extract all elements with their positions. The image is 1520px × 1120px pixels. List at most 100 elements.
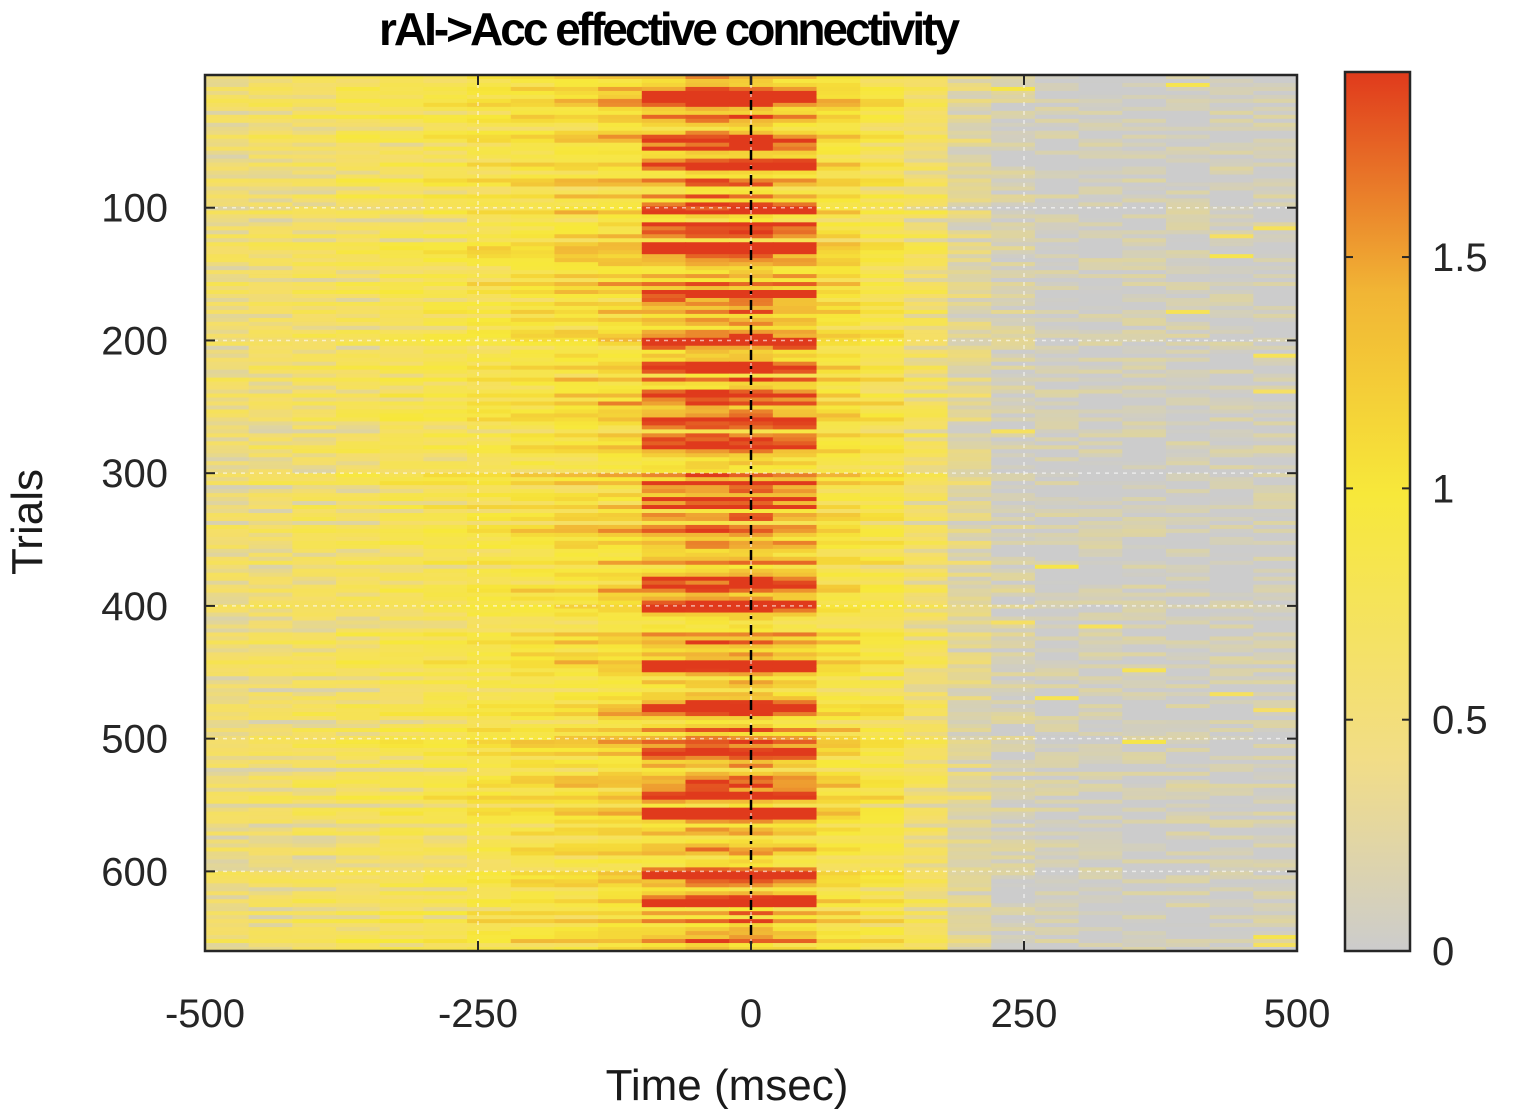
heatmap-cell xyxy=(292,118,337,124)
heatmap-cell xyxy=(336,644,381,649)
heatmap-cell xyxy=(598,437,643,442)
heatmap-cell xyxy=(1253,222,1297,227)
heatmap-cell xyxy=(685,82,730,88)
heatmap-cell xyxy=(860,560,905,566)
heatmap-cell xyxy=(816,441,861,446)
heatmap-cell xyxy=(641,608,687,614)
heatmap-cell xyxy=(1209,612,1254,618)
heatmap-cell xyxy=(772,779,818,785)
heatmap-cell xyxy=(205,501,250,506)
heatmap-cell xyxy=(248,222,293,227)
heatmap-cell xyxy=(991,393,1036,399)
heatmap-cell xyxy=(379,286,424,291)
heatmap-cell xyxy=(510,580,556,586)
heatmap-cell xyxy=(1078,712,1123,717)
heatmap-cell xyxy=(685,238,730,243)
heatmap-cell xyxy=(205,337,250,343)
heatmap-cell xyxy=(641,313,687,319)
heatmap-cell xyxy=(685,779,730,785)
heatmap-cell xyxy=(292,421,337,426)
heatmap-cell xyxy=(510,815,556,821)
heatmap-cell xyxy=(903,234,949,239)
heatmap-cell xyxy=(1253,548,1297,554)
heatmap-cell xyxy=(641,230,687,235)
heatmap-cell xyxy=(292,86,337,92)
heatmap-cell xyxy=(1122,680,1167,685)
heatmap-cell xyxy=(205,560,250,566)
heatmap-cell xyxy=(860,150,905,156)
heatmap-cell xyxy=(1122,98,1167,104)
heatmap-cell xyxy=(816,274,861,279)
heatmap-cell xyxy=(685,612,730,618)
heatmap-cell xyxy=(205,660,250,665)
heatmap-cell xyxy=(991,337,1036,343)
heatmap-cell xyxy=(991,170,1036,176)
heatmap-cell xyxy=(1122,815,1167,821)
heatmap-cell xyxy=(1122,246,1167,251)
heatmap-cell xyxy=(947,596,992,602)
heatmap-cell xyxy=(1209,397,1254,403)
heatmap-cell xyxy=(1165,664,1211,669)
heatmap-cell xyxy=(685,94,730,100)
heatmap-cell xyxy=(1209,493,1254,498)
heatmap-cell xyxy=(685,222,730,227)
heatmap-cell xyxy=(772,724,818,729)
heatmap-cell xyxy=(292,286,337,291)
heatmap-cell xyxy=(772,238,818,243)
heatmap-cell xyxy=(248,588,293,594)
heatmap-cell xyxy=(816,305,861,311)
heatmap-cell xyxy=(467,429,512,434)
heatmap-cell xyxy=(1209,513,1254,518)
heatmap-cell xyxy=(1034,170,1080,176)
heatmap-cell xyxy=(903,728,949,733)
heatmap-cell xyxy=(379,309,424,315)
heatmap-cell xyxy=(772,656,818,661)
heatmap-cell xyxy=(641,700,687,705)
heatmap-cell xyxy=(1165,751,1211,757)
heatmap-cell xyxy=(1253,174,1297,180)
heatmap-cell xyxy=(336,759,381,765)
heatmap-cell xyxy=(772,759,818,765)
heatmap-cell xyxy=(336,489,381,494)
heatmap-cell xyxy=(554,425,599,430)
heatmap-cell xyxy=(554,811,599,817)
heatmap-cell xyxy=(685,668,730,673)
heatmap-cell xyxy=(467,620,512,626)
heatmap-cell xyxy=(860,847,905,853)
heatmap-cell xyxy=(1165,509,1211,514)
heatmap-cell xyxy=(1209,620,1254,626)
heatmap-cell xyxy=(860,548,905,554)
heatmap-cell xyxy=(205,262,250,267)
heatmap-cell xyxy=(1209,266,1254,271)
heatmap-cell xyxy=(1078,337,1123,343)
heatmap-cell xyxy=(248,751,293,757)
heatmap-cell xyxy=(467,369,512,375)
heatmap-cell xyxy=(860,867,905,872)
heatmap-cell xyxy=(1253,759,1297,765)
heatmap-cell xyxy=(423,827,468,833)
heatmap-cell xyxy=(423,122,468,128)
heatmap-cell xyxy=(1253,863,1297,868)
heatmap-cell xyxy=(1122,389,1167,395)
heatmap-cell xyxy=(336,600,381,606)
heatmap-cell xyxy=(554,118,599,124)
heatmap-cell xyxy=(336,803,381,809)
heatmap-cell xyxy=(991,317,1036,323)
heatmap-cell xyxy=(947,501,992,506)
heatmap-cell xyxy=(1209,839,1254,845)
heatmap-cell xyxy=(685,122,730,128)
heatmap-cell xyxy=(598,453,643,458)
heatmap-cell xyxy=(1209,409,1254,415)
heatmap-cell xyxy=(772,301,818,307)
heatmap-cell xyxy=(1209,477,1254,482)
heatmap-cell xyxy=(336,357,381,363)
heatmap-cell xyxy=(1165,755,1211,761)
heatmap-cell xyxy=(379,576,424,582)
heatmap-cell xyxy=(1034,628,1080,634)
heatmap-cell xyxy=(510,154,556,160)
heatmap-cell xyxy=(510,771,556,777)
heatmap-cell xyxy=(379,86,424,92)
heatmap-cell xyxy=(685,489,730,494)
heatmap-cell xyxy=(903,94,949,100)
heatmap-cell xyxy=(641,441,687,446)
